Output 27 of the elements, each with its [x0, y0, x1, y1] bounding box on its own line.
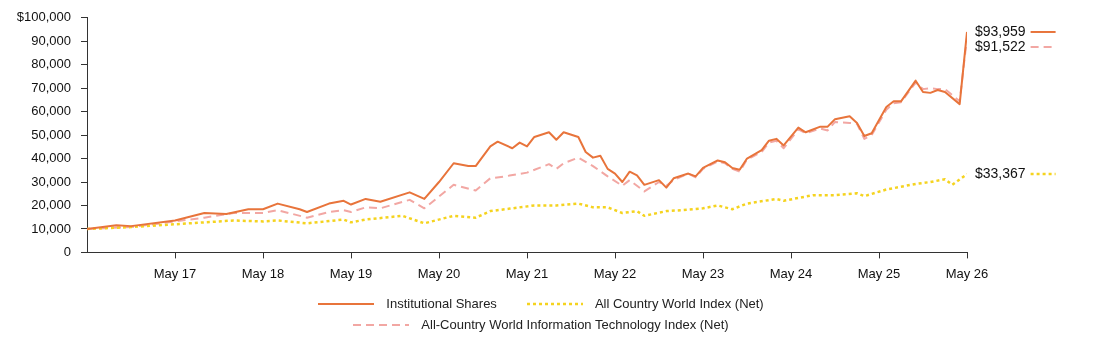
legend-label: All Country World Index (Net)	[594, 296, 764, 311]
y-tick-label: 10,000	[31, 220, 71, 236]
x-tick-label: May 23	[681, 265, 725, 281]
y-tick-label: 0	[63, 243, 71, 259]
x-tick-label: May 21	[505, 265, 549, 281]
x-tick-label: May 24	[769, 265, 813, 281]
y-tick-label: 80,000	[31, 56, 71, 72]
x-tick-label: May 19	[329, 265, 373, 281]
y-tick-label: 90,000	[31, 32, 71, 48]
data-label: $33,367	[975, 164, 1026, 181]
x-tick-label: May 25	[857, 265, 901, 281]
y-tick-label: 40,000	[31, 150, 71, 166]
y-tick-label: $100,000	[16, 9, 71, 25]
x-tick-label: May 20	[417, 265, 461, 281]
x-tick-label: May 22	[593, 265, 637, 281]
legend-label: All-Country World Information Technology Index (Net)	[421, 317, 729, 332]
legend-label: Institutional Shares	[386, 296, 497, 311]
y-tick-label: 50,000	[31, 126, 71, 142]
x-tick-label: May 17	[153, 265, 197, 281]
y-tick-label: 70,000	[31, 79, 71, 95]
y-tick-label: 30,000	[31, 173, 71, 189]
y-tick-label: 20,000	[31, 197, 71, 213]
x-tick-label: May 18	[241, 265, 285, 281]
data-label: $93,959	[975, 22, 1026, 39]
data-label: $91,522	[975, 37, 1026, 54]
y-tick-label: 60,000	[31, 103, 71, 119]
x-tick-label: May 26	[945, 265, 989, 281]
